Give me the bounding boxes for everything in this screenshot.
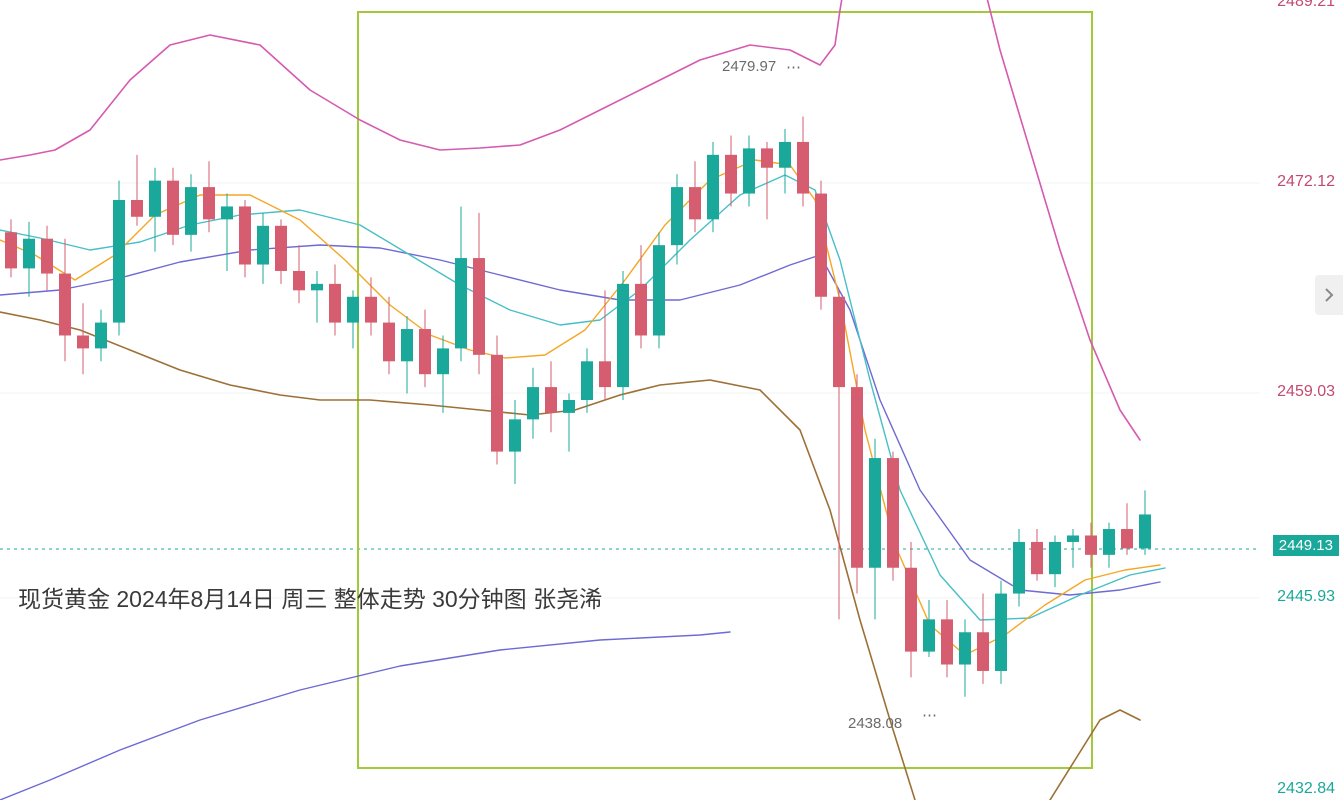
candlestick-chart[interactable] — [0, 0, 1343, 800]
candle — [59, 274, 71, 336]
ellipsis-marker: ⋯ — [922, 706, 939, 724]
ellipsis-marker: ⋯ — [786, 58, 803, 76]
price-annotation: 2479.97 — [722, 58, 776, 75]
candle — [329, 284, 341, 323]
y-axis-label: 2489.21 — [1277, 0, 1335, 11]
candle — [23, 239, 35, 269]
indicator-bb_lower — [0, 312, 915, 800]
candle — [383, 323, 395, 362]
candle — [41, 239, 53, 274]
candle — [689, 187, 701, 219]
candle — [869, 458, 881, 568]
candle — [671, 187, 683, 245]
candle — [149, 181, 161, 217]
price-annotation: 2438.08 — [848, 715, 902, 732]
indicator-ma_slow — [0, 245, 1160, 595]
candle — [419, 329, 431, 374]
candle — [725, 155, 737, 194]
y-axis-label: 2472.12 — [1277, 173, 1335, 191]
candle — [527, 387, 539, 419]
candle — [437, 348, 449, 374]
indicator-bb_lower_right — [1050, 710, 1140, 800]
candle — [653, 245, 665, 335]
candle — [221, 206, 233, 219]
candle — [923, 619, 935, 651]
candle — [1121, 529, 1133, 548]
indicator-ma_slow_left — [0, 632, 730, 800]
candle — [797, 142, 809, 194]
candle — [1067, 535, 1079, 541]
candle — [1139, 514, 1151, 548]
candle — [455, 258, 467, 348]
candle — [275, 226, 287, 271]
candle — [1031, 542, 1043, 574]
candle — [311, 284, 323, 290]
candle — [1085, 535, 1097, 554]
candle — [707, 155, 719, 220]
y-axis-label: 2459.03 — [1277, 383, 1335, 401]
candle — [995, 594, 1007, 671]
expand-right-button[interactable] — [1315, 275, 1343, 315]
candle — [293, 271, 305, 290]
candle — [599, 361, 611, 387]
candle — [941, 619, 953, 664]
candle — [905, 568, 917, 652]
candle — [743, 148, 755, 193]
candle — [491, 355, 503, 452]
candle — [257, 226, 269, 265]
candle — [509, 419, 521, 451]
candle — [167, 181, 179, 235]
candle — [635, 284, 647, 336]
candle — [1103, 529, 1115, 555]
candle — [617, 284, 629, 387]
candle — [401, 329, 413, 361]
candle — [851, 387, 863, 568]
candle — [365, 297, 377, 323]
candle — [473, 258, 485, 355]
candle — [95, 323, 107, 349]
candle — [545, 387, 557, 413]
candle — [779, 142, 791, 168]
candle — [113, 200, 125, 323]
candle — [887, 458, 899, 568]
candle — [1049, 542, 1061, 574]
candle — [815, 194, 827, 297]
indicator-bb_upper_right — [985, 0, 1140, 440]
y-axis-label: 2432.84 — [1277, 780, 1335, 798]
current-price-tag: 2449.13 — [1273, 535, 1339, 556]
candle — [833, 297, 845, 387]
candle — [203, 187, 215, 219]
candle — [761, 148, 773, 167]
candle — [239, 206, 251, 264]
candle — [77, 335, 89, 348]
candle — [563, 400, 575, 413]
indicator-bb_upper — [0, 0, 845, 160]
candle — [581, 361, 593, 400]
candle — [185, 187, 197, 235]
candle — [959, 632, 971, 664]
candle — [131, 200, 143, 217]
candle — [977, 632, 989, 671]
candle — [1013, 542, 1025, 594]
chart-caption: 现货黄金 2024年8月14日 周三 整体走势 30分钟图 张尧浠 — [18, 580, 602, 614]
candle — [5, 232, 17, 268]
candle — [347, 297, 359, 323]
y-axis-label: 2445.93 — [1277, 588, 1335, 606]
